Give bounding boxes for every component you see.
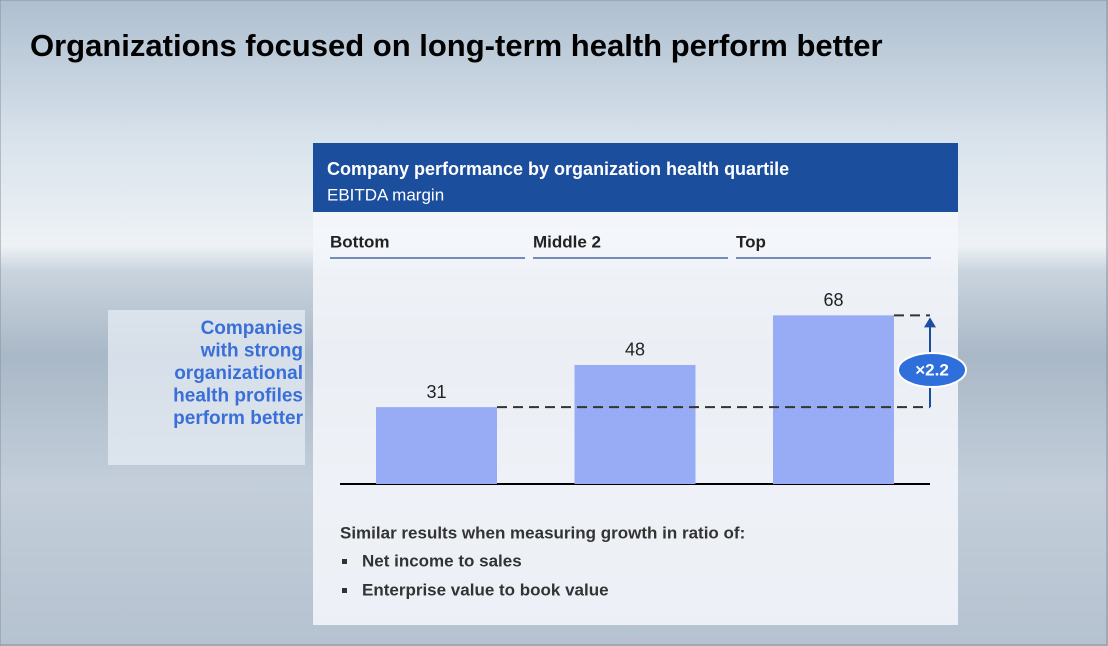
notes-intro: Similar results when measuring growth in… — [340, 523, 745, 542]
value-label: 68 — [823, 290, 843, 310]
category-label: Bottom — [330, 232, 389, 251]
chart-subtitle: EBITDA margin — [327, 185, 444, 204]
side-text: perform better — [173, 408, 303, 429]
bullet — [342, 588, 347, 593]
bullet — [342, 559, 347, 564]
category-label: Middle 2 — [533, 232, 601, 251]
bullet-text: Net income to sales — [362, 551, 522, 570]
bar — [773, 315, 894, 484]
bullet-text: Enterprise value to book value — [362, 580, 609, 599]
side-text: Companies — [201, 318, 303, 339]
side-text: with strong — [200, 341, 303, 362]
side-text: health profiles — [173, 386, 303, 407]
category-label: Top — [736, 232, 766, 251]
bar — [575, 365, 696, 484]
slide: Organizations focused on long-term healt… — [0, 0, 1108, 646]
chart-title: Company performance by organization heal… — [327, 159, 789, 179]
bar — [376, 407, 497, 484]
value-label: 48 — [625, 340, 645, 360]
side-text: organizational — [174, 363, 303, 384]
chart: Organizations focused on long-term healt… — [0, 0, 1108, 646]
annotation: ×2.2 — [915, 360, 949, 379]
value-label: 31 — [426, 382, 446, 402]
slide-title: Organizations focused on long-term healt… — [30, 28, 883, 63]
